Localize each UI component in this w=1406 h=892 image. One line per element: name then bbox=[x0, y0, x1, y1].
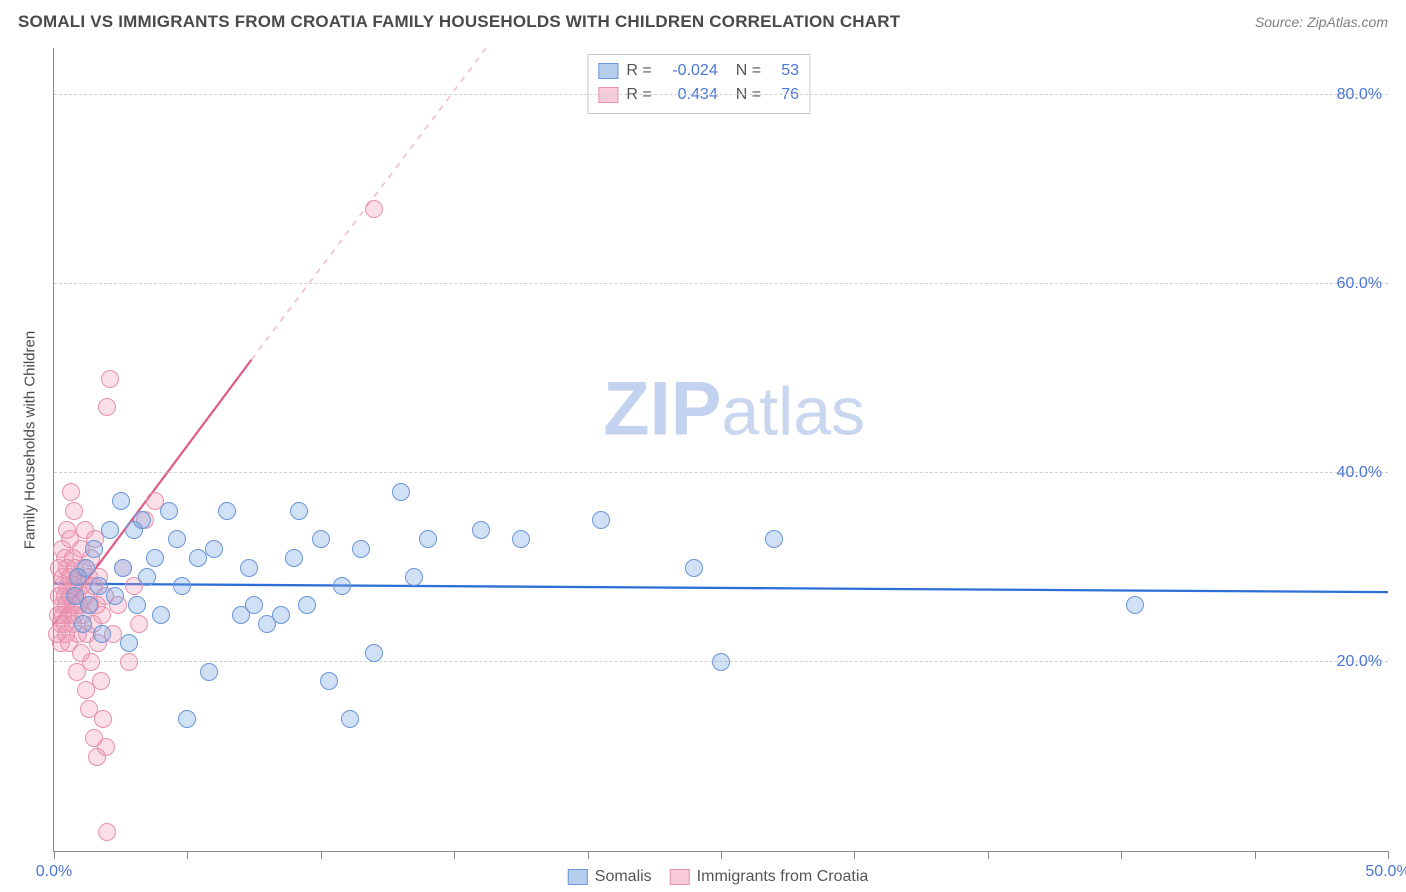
x-tick bbox=[988, 851, 989, 859]
data-point-blue bbox=[592, 511, 610, 529]
y-tick-label: 60.0% bbox=[1337, 275, 1382, 293]
data-point-pink bbox=[98, 398, 116, 416]
data-point-blue bbox=[290, 502, 308, 520]
data-point-blue bbox=[138, 568, 156, 586]
data-point-blue bbox=[320, 672, 338, 690]
x-tick bbox=[721, 851, 722, 859]
data-point-blue bbox=[685, 559, 703, 577]
stats-row-blue: R = -0.024 N = 53 bbox=[598, 59, 799, 83]
stats-legend-box: R = -0.024 N = 53 R = 0.434 N = 76 bbox=[587, 54, 810, 114]
data-point-blue bbox=[245, 596, 263, 614]
data-point-blue bbox=[101, 521, 119, 539]
data-point-pink bbox=[94, 710, 112, 728]
data-point-pink bbox=[120, 653, 138, 671]
data-point-blue bbox=[112, 492, 130, 510]
r-value-blue: -0.024 bbox=[660, 59, 718, 83]
data-point-blue bbox=[106, 587, 124, 605]
data-point-pink bbox=[97, 738, 115, 756]
x-tick bbox=[54, 851, 55, 859]
data-point-blue bbox=[405, 568, 423, 586]
gridline bbox=[54, 472, 1388, 473]
data-point-blue bbox=[365, 644, 383, 662]
watermark: ZIPatlas bbox=[603, 366, 865, 453]
gridline bbox=[54, 283, 1388, 284]
data-point-blue bbox=[392, 483, 410, 501]
swatch-blue bbox=[568, 869, 588, 885]
data-point-blue bbox=[120, 634, 138, 652]
bottom-legend: Somalis Immigrants from Croatia bbox=[568, 868, 869, 886]
r-label: R = bbox=[626, 59, 651, 83]
data-point-blue bbox=[312, 530, 330, 548]
x-tick-label: 0.0% bbox=[36, 863, 72, 881]
data-point-pink bbox=[92, 672, 110, 690]
data-point-blue bbox=[765, 530, 783, 548]
data-point-blue bbox=[85, 540, 103, 558]
data-point-blue bbox=[93, 625, 111, 643]
data-point-pink bbox=[101, 370, 119, 388]
data-point-blue bbox=[352, 540, 370, 558]
x-tick bbox=[854, 851, 855, 859]
n-value-blue: 53 bbox=[769, 59, 799, 83]
data-point-blue bbox=[419, 530, 437, 548]
legend-label-blue: Somalis bbox=[595, 868, 652, 886]
data-point-blue bbox=[333, 577, 351, 595]
legend-item-blue: Somalis bbox=[568, 868, 652, 886]
x-tick bbox=[321, 851, 322, 859]
data-point-blue bbox=[133, 511, 151, 529]
x-tick bbox=[1388, 851, 1389, 859]
y-tick-label: 80.0% bbox=[1337, 86, 1382, 104]
x-tick bbox=[1255, 851, 1256, 859]
data-point-blue bbox=[80, 596, 98, 614]
source-attribution: Source: ZipAtlas.com bbox=[1255, 14, 1388, 30]
data-point-blue bbox=[341, 710, 359, 728]
data-point-blue bbox=[200, 663, 218, 681]
data-point-blue bbox=[205, 540, 223, 558]
swatch-pink bbox=[670, 869, 690, 885]
x-tick bbox=[454, 851, 455, 859]
data-point-blue bbox=[114, 559, 132, 577]
data-point-pink bbox=[65, 502, 83, 520]
chart-title: SOMALI VS IMMIGRANTS FROM CROATIA FAMILY… bbox=[18, 12, 900, 31]
swatch-blue bbox=[598, 63, 618, 79]
x-tick bbox=[1121, 851, 1122, 859]
data-point-blue bbox=[472, 521, 490, 539]
data-point-blue bbox=[152, 606, 170, 624]
data-point-blue bbox=[189, 549, 207, 567]
data-point-blue bbox=[1126, 596, 1144, 614]
data-point-pink bbox=[98, 823, 116, 841]
data-point-blue bbox=[173, 577, 191, 595]
data-point-blue bbox=[146, 549, 164, 567]
data-point-blue bbox=[74, 615, 92, 633]
data-point-pink bbox=[82, 653, 100, 671]
data-point-blue bbox=[272, 606, 290, 624]
data-point-blue bbox=[178, 710, 196, 728]
legend-item-pink: Immigrants from Croatia bbox=[670, 868, 869, 886]
scatter-plot: ZIPatlas R = -0.024 N = 53 R = 0.434 N =… bbox=[53, 48, 1388, 852]
data-point-blue bbox=[512, 530, 530, 548]
data-point-blue bbox=[128, 596, 146, 614]
legend-label-pink: Immigrants from Croatia bbox=[697, 868, 869, 886]
data-point-pink bbox=[130, 615, 148, 633]
data-point-blue bbox=[298, 596, 316, 614]
x-tick bbox=[588, 851, 589, 859]
y-axis-label: Family Households with Children bbox=[22, 331, 39, 549]
data-point-blue bbox=[160, 502, 178, 520]
n-label: N = bbox=[736, 59, 761, 83]
gridline bbox=[54, 94, 1388, 95]
data-point-pink bbox=[365, 200, 383, 218]
data-point-blue bbox=[285, 549, 303, 567]
y-tick-label: 40.0% bbox=[1337, 464, 1382, 482]
data-point-pink bbox=[62, 483, 80, 501]
data-point-blue bbox=[240, 559, 258, 577]
x-tick-label: 50.0% bbox=[1365, 863, 1406, 881]
data-point-blue bbox=[712, 653, 730, 671]
data-point-blue bbox=[218, 502, 236, 520]
y-tick-label: 20.0% bbox=[1337, 653, 1382, 671]
trend-lines bbox=[54, 48, 1388, 851]
data-point-blue bbox=[168, 530, 186, 548]
x-tick bbox=[187, 851, 188, 859]
data-point-blue bbox=[77, 559, 95, 577]
